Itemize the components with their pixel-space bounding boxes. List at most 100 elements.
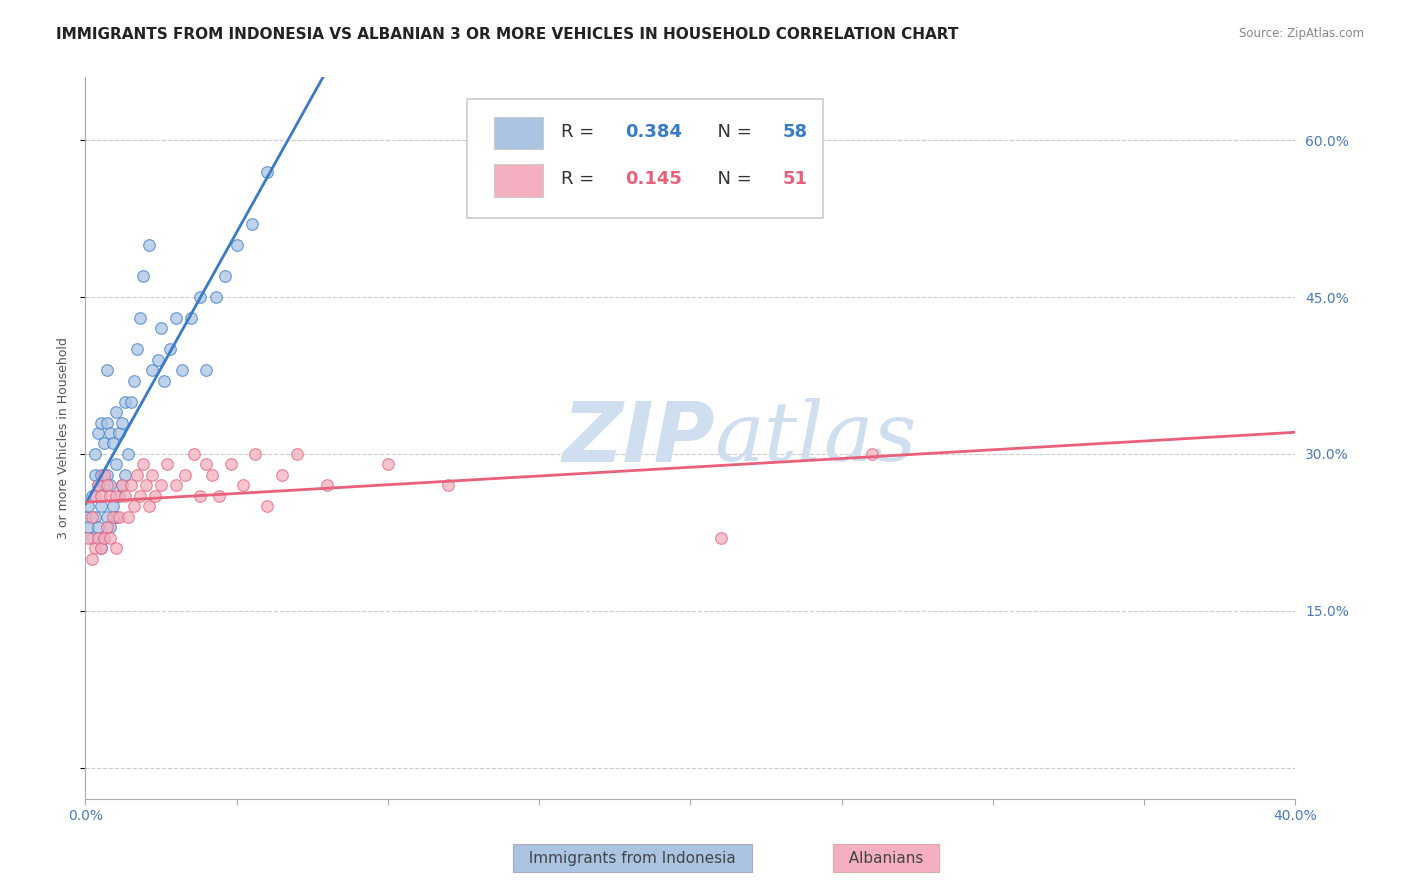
Point bbox=[93, 531, 115, 545]
Point bbox=[150, 321, 173, 335]
Point bbox=[190, 290, 212, 304]
Point bbox=[204, 290, 226, 304]
Point bbox=[146, 352, 169, 367]
Point bbox=[107, 489, 129, 503]
Point bbox=[90, 541, 112, 555]
Point bbox=[256, 164, 278, 178]
Point bbox=[83, 541, 105, 555]
Point bbox=[77, 531, 100, 545]
Point bbox=[243, 447, 266, 461]
Point bbox=[150, 478, 173, 492]
Text: R =: R = bbox=[561, 122, 600, 141]
Point bbox=[83, 509, 105, 524]
Point bbox=[104, 489, 127, 503]
Point bbox=[111, 478, 134, 492]
Point bbox=[83, 489, 105, 503]
Point bbox=[107, 509, 129, 524]
Point bbox=[90, 489, 112, 503]
Point bbox=[120, 478, 142, 492]
Point bbox=[214, 269, 236, 284]
Point bbox=[860, 447, 883, 461]
Point bbox=[96, 520, 118, 534]
Point bbox=[104, 405, 127, 419]
Point bbox=[190, 489, 212, 503]
Point bbox=[710, 531, 733, 545]
Point bbox=[138, 237, 160, 252]
Point bbox=[195, 363, 218, 377]
Point bbox=[107, 425, 129, 440]
Point bbox=[86, 520, 108, 534]
Point bbox=[101, 436, 124, 450]
Point bbox=[98, 531, 121, 545]
Point bbox=[98, 478, 121, 492]
Point bbox=[183, 447, 205, 461]
Point bbox=[77, 500, 100, 514]
Point bbox=[165, 310, 187, 325]
Point bbox=[156, 458, 179, 472]
Text: 58: 58 bbox=[782, 122, 807, 141]
Point bbox=[225, 237, 247, 252]
Text: Albanians: Albanians bbox=[839, 851, 932, 865]
Text: N =: N = bbox=[706, 122, 758, 141]
Point bbox=[316, 478, 339, 492]
Point bbox=[174, 467, 197, 482]
Point bbox=[114, 467, 136, 482]
Y-axis label: 3 or more Vehicles in Household: 3 or more Vehicles in Household bbox=[58, 337, 70, 539]
Point bbox=[125, 343, 148, 357]
Point bbox=[153, 374, 176, 388]
Point bbox=[86, 478, 108, 492]
Text: ZIP: ZIP bbox=[562, 398, 714, 479]
Point bbox=[77, 520, 100, 534]
Point bbox=[377, 458, 399, 472]
Point bbox=[122, 374, 145, 388]
Point bbox=[90, 416, 112, 430]
Point bbox=[86, 531, 108, 545]
Text: N =: N = bbox=[706, 170, 758, 188]
Point bbox=[111, 478, 134, 492]
Point bbox=[111, 416, 134, 430]
Point bbox=[98, 425, 121, 440]
Text: IMMIGRANTS FROM INDONESIA VS ALBANIAN 3 OR MORE VEHICLES IN HOUSEHOLD CORRELATIO: IMMIGRANTS FROM INDONESIA VS ALBANIAN 3 … bbox=[56, 27, 959, 42]
Point bbox=[219, 458, 242, 472]
Point bbox=[201, 467, 224, 482]
Point bbox=[93, 531, 115, 545]
Point bbox=[83, 467, 105, 482]
Point bbox=[240, 217, 263, 231]
Point bbox=[80, 509, 103, 524]
Text: Immigrants from Indonesia: Immigrants from Indonesia bbox=[519, 851, 747, 865]
Point bbox=[98, 489, 121, 503]
Point bbox=[256, 500, 278, 514]
Point bbox=[172, 363, 194, 377]
Point bbox=[93, 478, 115, 492]
Point bbox=[232, 478, 254, 492]
Text: atlas: atlas bbox=[714, 398, 917, 478]
Point bbox=[96, 416, 118, 430]
Point bbox=[90, 467, 112, 482]
Point bbox=[138, 500, 160, 514]
Point bbox=[90, 500, 112, 514]
Point bbox=[83, 447, 105, 461]
Point bbox=[90, 541, 112, 555]
Point bbox=[129, 310, 152, 325]
Point bbox=[101, 500, 124, 514]
Point bbox=[80, 489, 103, 503]
Point bbox=[159, 343, 181, 357]
Point bbox=[86, 478, 108, 492]
Bar bbox=[495, 117, 543, 149]
Point bbox=[104, 541, 127, 555]
Point bbox=[135, 478, 157, 492]
Point bbox=[80, 531, 103, 545]
Point bbox=[165, 478, 187, 492]
Point bbox=[143, 489, 166, 503]
Text: 0.145: 0.145 bbox=[626, 170, 682, 188]
Text: R =: R = bbox=[561, 170, 600, 188]
Point bbox=[96, 509, 118, 524]
Point bbox=[120, 394, 142, 409]
Point bbox=[437, 478, 460, 492]
Point bbox=[141, 363, 163, 377]
Point bbox=[285, 447, 308, 461]
Point bbox=[101, 509, 124, 524]
Point bbox=[129, 489, 152, 503]
Point bbox=[180, 310, 202, 325]
Point bbox=[96, 363, 118, 377]
